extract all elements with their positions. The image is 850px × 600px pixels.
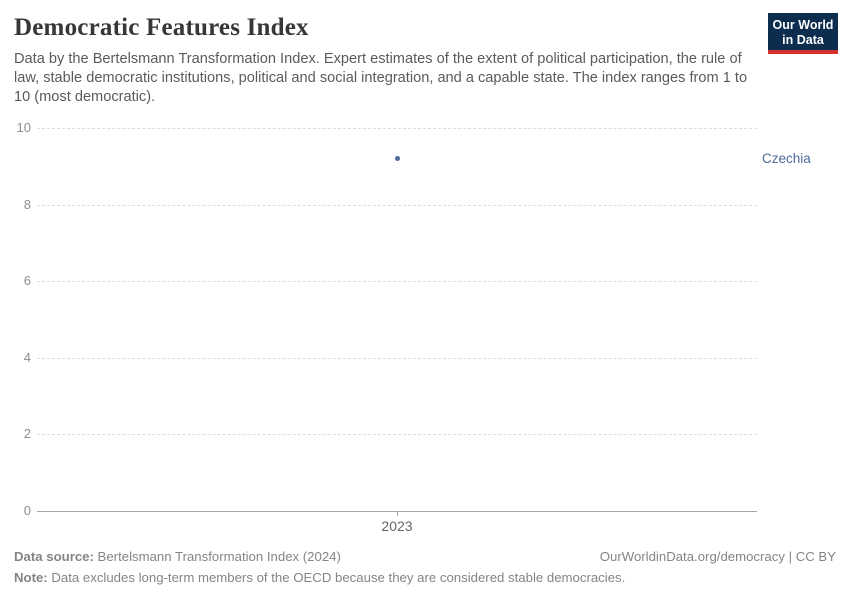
- data-source-text: Data source: Bertelsmann Transformation …: [14, 547, 341, 567]
- note-label: Note:: [14, 570, 48, 585]
- chart-footer: Data source: Bertelsmann Transformation …: [14, 547, 836, 588]
- x-axis-tick-mark: [397, 511, 398, 516]
- gridline-y-2: [37, 434, 757, 436]
- y-axis-tick-4: 4: [23, 349, 31, 365]
- y-axis-tick-10: 10: [16, 120, 31, 135]
- chart-header: Democratic Features Index Data by the Be…: [14, 14, 764, 107]
- y-axis-tick-8: 8: [23, 196, 31, 212]
- data-source-value: Bertelsmann Transformation Index (2024): [93, 549, 341, 564]
- y-axis-tick-2: 2: [23, 426, 31, 442]
- data-point-czechia[interactable]: [394, 156, 400, 162]
- owid-logo-line1: Our World: [772, 18, 834, 32]
- y-axis-tick-6: 6: [23, 273, 31, 289]
- x-axis-tick-label: 2023: [381, 518, 413, 534]
- rights-link[interactable]: OurWorldinData.org/democracy | CC BY: [599, 549, 836, 564]
- footer-source-row: Data source: Bertelsmann Transformation …: [14, 547, 836, 567]
- chart-title: Democratic Features Index: [14, 14, 309, 41]
- gridline-y-8: [37, 204, 757, 206]
- note-value: Data excludes long-term members of the O…: [47, 570, 626, 585]
- data-source-label: Data source:: [14, 549, 94, 564]
- entity-label-czechia[interactable]: Czechia: [762, 151, 811, 167]
- gridline-y-4: [37, 357, 757, 359]
- owid-logo[interactable]: Our World in Data: [768, 13, 838, 54]
- owid-logo-line2: in Data: [782, 33, 824, 48]
- y-axis-tick-0: 0: [23, 503, 31, 518]
- chart-subtitle: Data by the Bertelsmann Transformation I…: [14, 51, 748, 105]
- footer-note-row: Note: Data excludes long-term members of…: [14, 568, 836, 588]
- gridline-y-6: [37, 281, 757, 283]
- gridline-y-10: [37, 128, 757, 129]
